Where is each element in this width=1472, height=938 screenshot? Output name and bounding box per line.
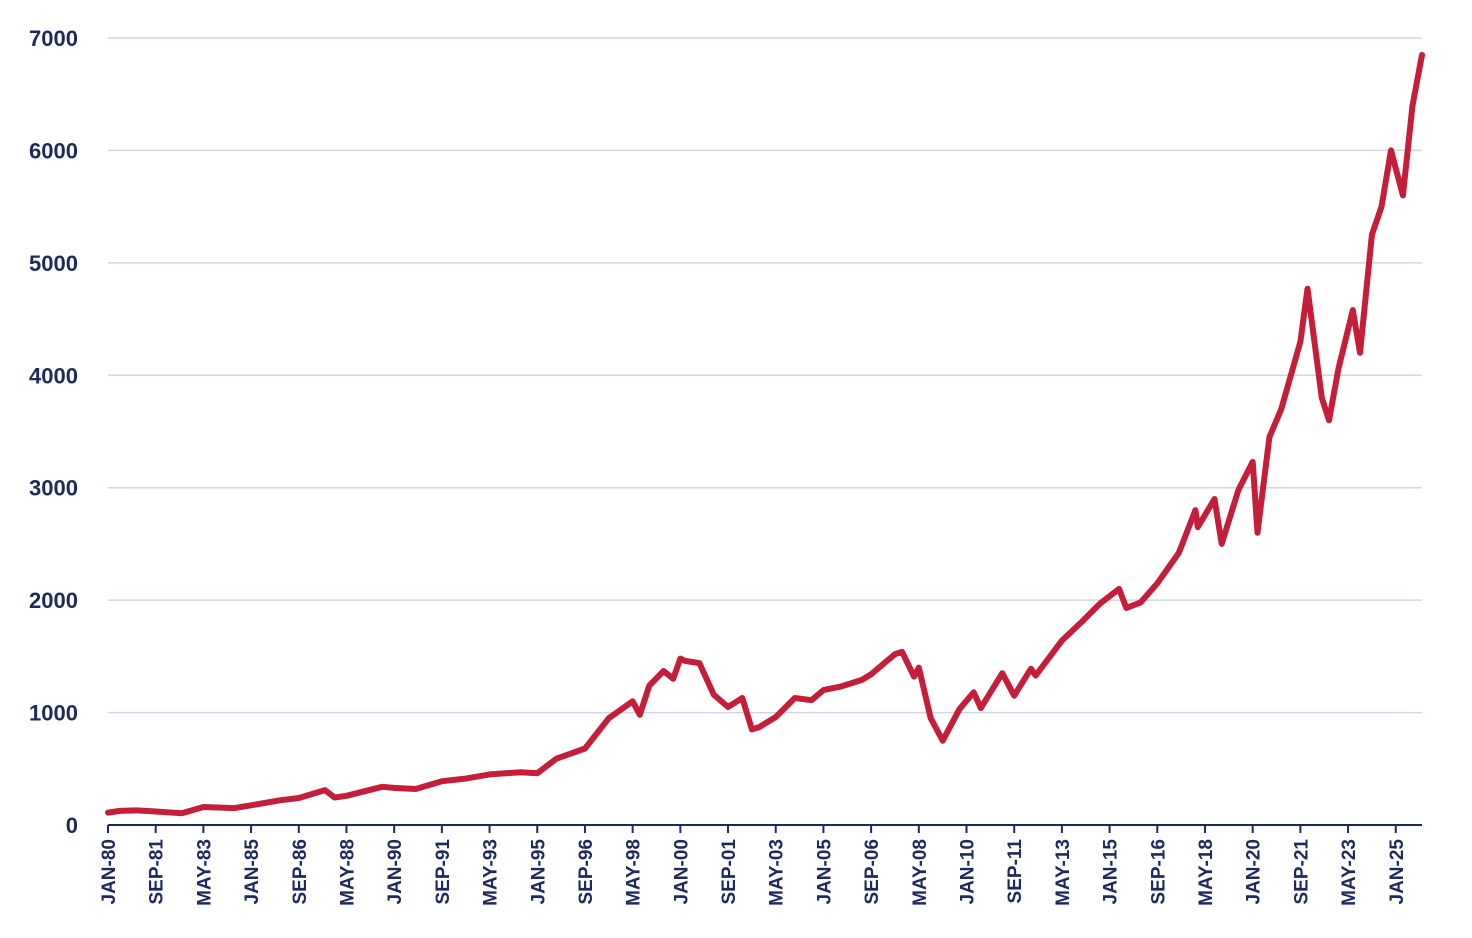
x-tick-label: MAY-88 <box>337 839 358 906</box>
y-tick-label: 1000 <box>29 701 78 726</box>
series-layer <box>105 51 1425 817</box>
x-tick-label: MAY-13 <box>1053 839 1074 906</box>
x-tick-label: SEP-11 <box>1005 839 1026 904</box>
x-tick-label: SEP-86 <box>290 839 311 904</box>
x-tick-label: MAY-03 <box>767 839 788 906</box>
x-tick-label: SEP-21 <box>1291 839 1312 905</box>
x-tick-label: JAN-80 <box>99 839 120 904</box>
x-tick-label: JAN-25 <box>1387 839 1408 905</box>
y-tick-label: 7000 <box>29 26 78 51</box>
x-tick-label: SEP-81 <box>147 839 168 905</box>
x-tick-label: MAY-23 <box>1339 839 1360 906</box>
x-tick-label: SEP-16 <box>1148 839 1169 904</box>
grid-lines <box>108 37 1422 714</box>
y-axis-ticks: 0 1000 2000 3000 4000 5000 6000 7000 <box>29 26 78 838</box>
x-tick-label: JAN-10 <box>958 839 979 904</box>
x-tick-label: JAN-90 <box>385 839 406 904</box>
x-tick-label: MAY-08 <box>910 839 931 906</box>
y-tick-label: 6000 <box>29 138 78 163</box>
y-tick-label: 0 <box>66 813 78 838</box>
x-tick-label: SEP-01 <box>719 839 740 905</box>
y-tick-label: 2000 <box>29 588 78 613</box>
x-tick-label: JAN-95 <box>528 839 549 905</box>
x-tick-label: SEP-06 <box>862 839 883 904</box>
x-tick-label: MAY-83 <box>194 839 215 906</box>
x-tick-label: JAN-00 <box>671 839 692 904</box>
y-tick-label: 4000 <box>29 363 78 388</box>
x-tick-label: MAY-98 <box>624 839 645 906</box>
x-tick-label: JAN-15 <box>1101 839 1122 905</box>
y-tick-label: 5000 <box>29 251 78 276</box>
x-tick-label: MAY-18 <box>1196 839 1217 906</box>
x-axis <box>107 824 1422 833</box>
series-line <box>105 51 1425 817</box>
x-tick-label: JAN-85 <box>242 839 263 905</box>
x-tick-label: MAY-93 <box>481 839 502 906</box>
x-axis-ticks: JAN-80 SEP-81 MAY-83 JAN-85 SEP-86 MAY-88 JAN-… <box>99 839 1408 906</box>
x-tick-label: JAN-05 <box>814 839 835 905</box>
x-tick-label: SEP-96 <box>576 839 597 904</box>
y-tick-label: 3000 <box>29 476 78 501</box>
x-tick-label: JAN-20 <box>1244 839 1265 904</box>
x-tick-label: SEP-91 <box>433 839 454 905</box>
